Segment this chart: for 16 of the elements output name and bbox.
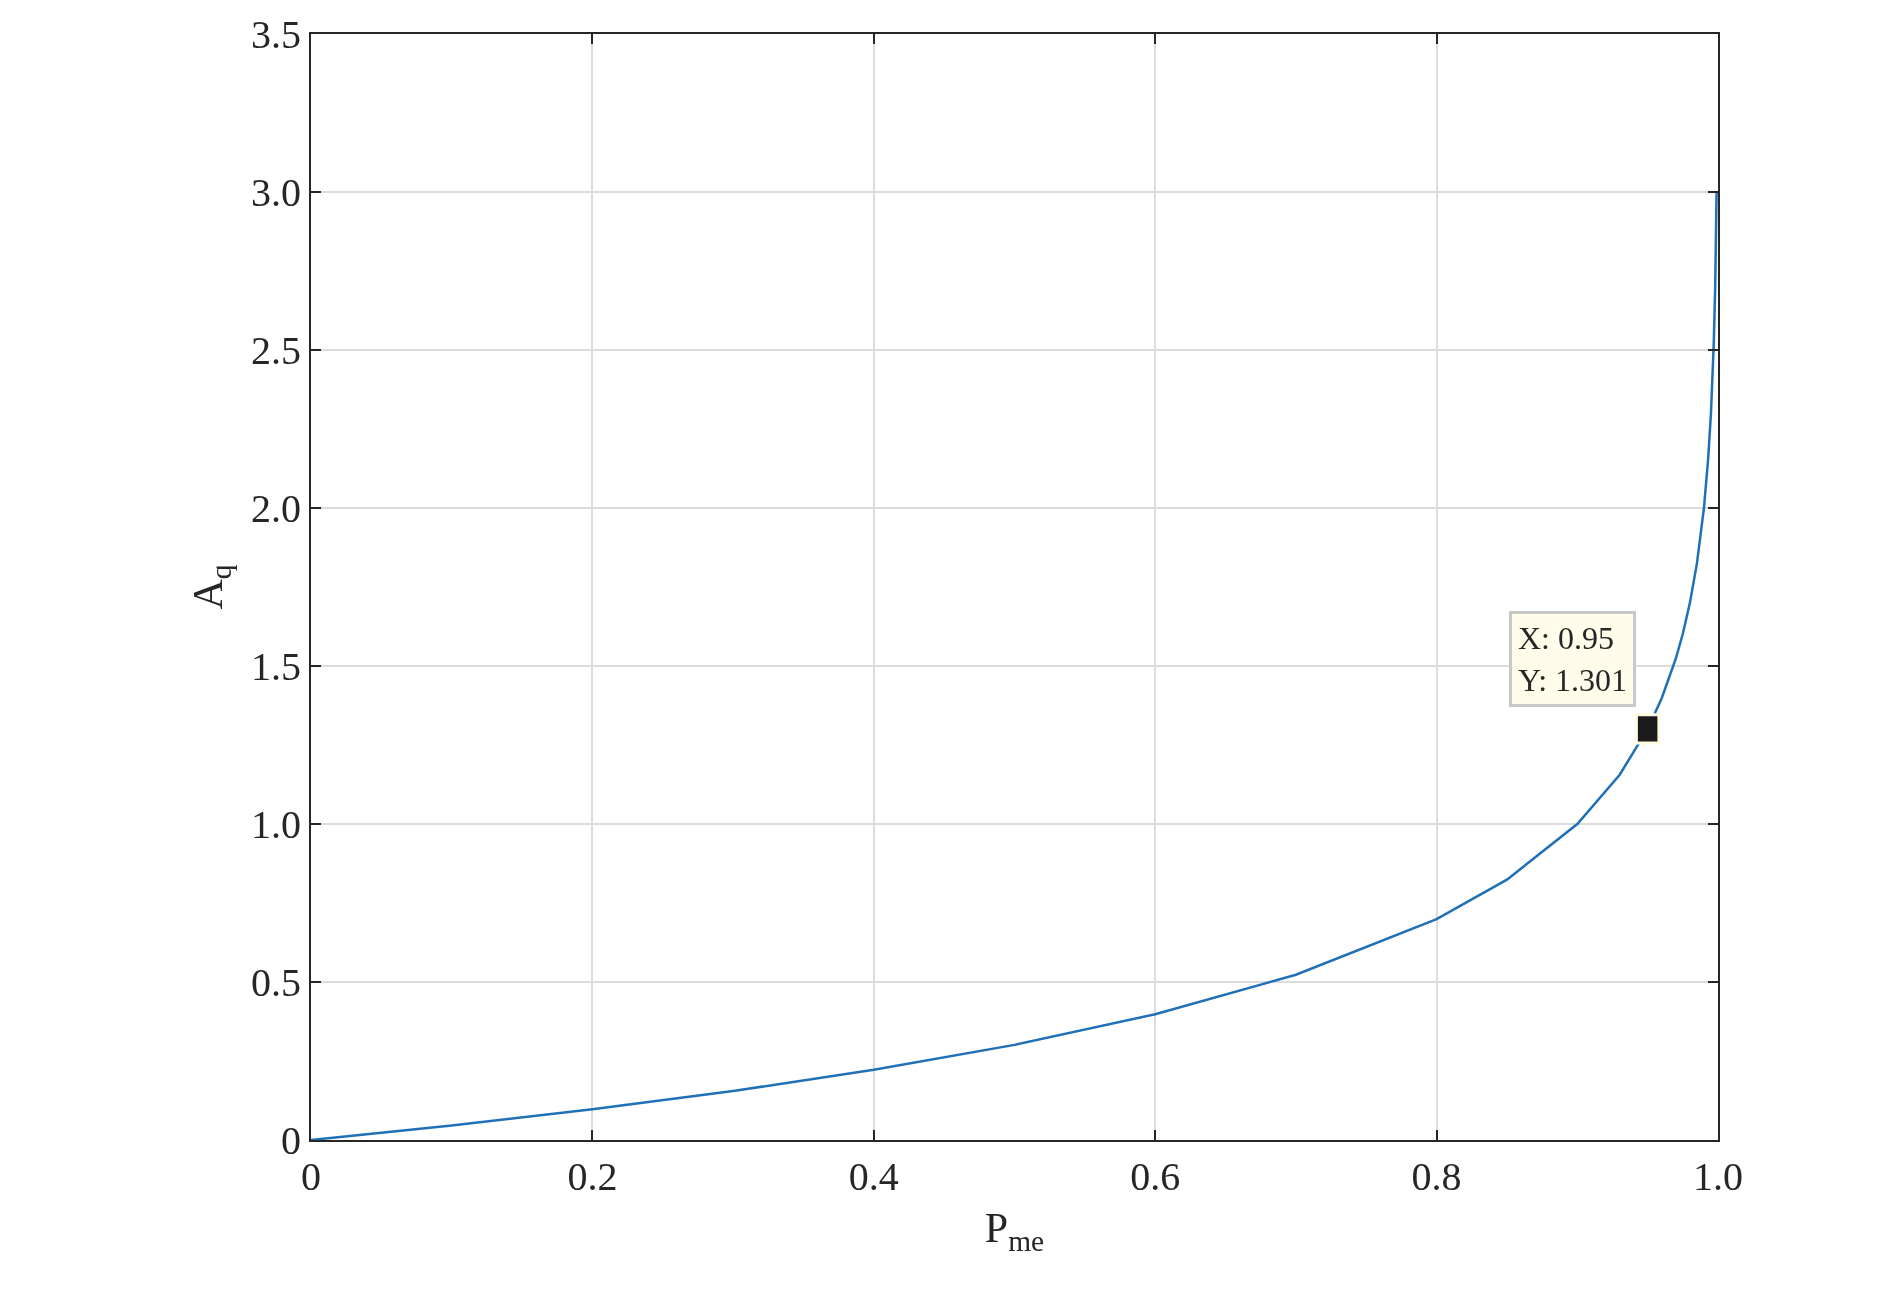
x-tick-label: 0.8 [1411,1154,1462,1199]
x-tick-label: 1.0 [1693,1154,1743,1199]
x-axis-title: P$_{me}$ [984,1205,1045,1258]
y-tick-label: 1.5 [251,644,301,689]
x-tick-label: 0.4 [848,1154,899,1199]
y-tick-label: 3.0 [251,170,301,215]
x-tick-label: 0.6 [1130,1154,1181,1199]
y-tick-label: 3.5 [251,12,301,57]
y-tick-label: 0 [281,1118,301,1163]
y-tick-label: 2.5 [251,328,301,373]
annotation: X: 0.95 Y: 1.301 [1518,620,1628,698]
line-series [311,190,1718,1140]
y-tick-label: 2.0 [251,486,301,531]
y-tick-label: 1.0 [251,802,301,847]
x-tick-label: 0.2 [567,1154,618,1199]
y-tick-label: 0.5 [251,960,301,1005]
